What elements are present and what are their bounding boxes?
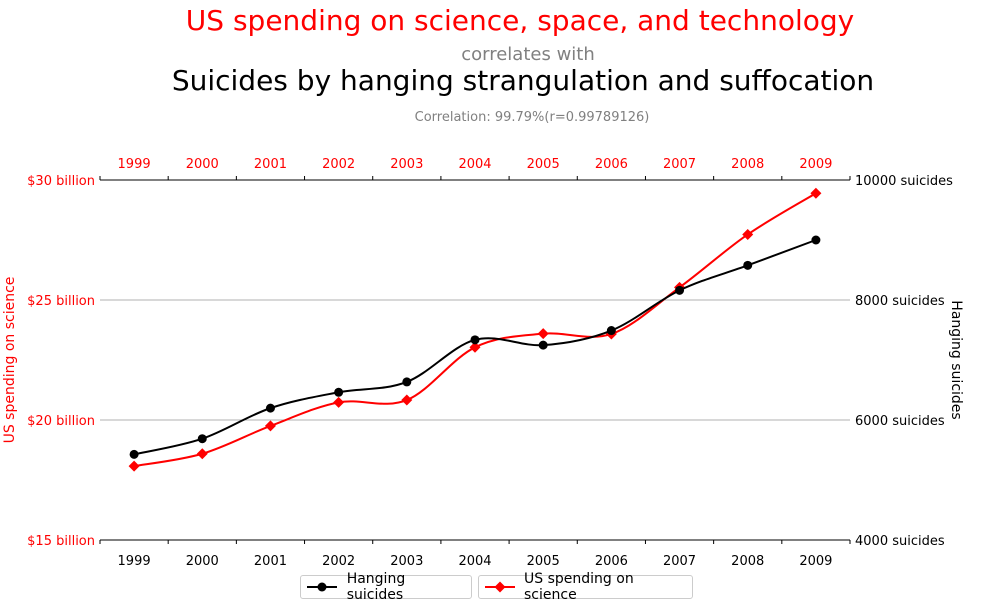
right-y-tick-label: 10000 suicides xyxy=(855,174,953,189)
x-tick-label-bottom: 2006 xyxy=(595,554,628,569)
data-point-us-spending-on-science xyxy=(742,228,754,240)
legend-label: US spending on science xyxy=(524,571,634,603)
x-tick-label-top: 2002 xyxy=(322,157,355,172)
data-point-us-spending-on-science xyxy=(196,448,208,460)
x-tick-label-top: 2003 xyxy=(390,157,423,172)
x-tick-label-top: 2008 xyxy=(731,157,764,172)
data-point-hanging-suicides xyxy=(606,326,616,336)
x-tick-label-top: 2004 xyxy=(458,157,491,172)
x-tick-label-bottom: 2002 xyxy=(322,554,355,569)
x-tick-label-top: 2001 xyxy=(254,157,287,172)
right-y-tick-label: 8000 suicides xyxy=(855,294,945,309)
data-point-hanging-suicides xyxy=(129,449,139,459)
data-point-hanging-suicides xyxy=(265,403,275,413)
x-tick-label-bottom: 1999 xyxy=(118,554,151,569)
correlation-text: Correlation: 99.79%(r=0.99789126) xyxy=(415,110,650,125)
right-y-tick-label: 4000 suicides xyxy=(855,534,945,549)
data-point-hanging-suicides xyxy=(470,335,480,345)
data-point-hanging-suicides xyxy=(811,235,821,245)
right-axis-label: Hanging suicides xyxy=(948,300,964,419)
legend-item-hanging-suicides: Hanging suicides xyxy=(300,571,472,603)
data-point-hanging-suicides xyxy=(334,387,344,397)
series-line-us-spending-on-science xyxy=(133,192,817,468)
chart-title-secondary: Suicides by hanging strangulation and su… xyxy=(172,64,874,97)
left-y-tick-label: $25 billion xyxy=(27,294,95,309)
data-point-hanging-suicides xyxy=(538,340,548,350)
x-tick-label-bottom: 2003 xyxy=(390,554,423,569)
x-tick-label-top: 2007 xyxy=(663,157,696,172)
axes: 1999 1999 2000 2000 2001 2001 2002 2002 2003 2003… xyxy=(27,157,953,569)
left-y-tick-label: $15 billion xyxy=(27,534,95,549)
right-y-tick-label: 6000 suicides xyxy=(855,414,945,429)
x-tick-label-bottom: 2009 xyxy=(799,554,832,569)
data-point-us-spending-on-science xyxy=(537,328,549,340)
data-point-hanging-suicides xyxy=(675,285,685,295)
x-tick-label-top: 2000 xyxy=(186,157,219,172)
data-point-us-spending-on-science xyxy=(401,394,413,406)
x-tick-label-bottom: 2001 xyxy=(254,554,287,569)
x-tick-label-bottom: 2004 xyxy=(458,554,491,569)
left-y-tick-label: $30 billion xyxy=(27,174,95,189)
legend-label: Hanging suicides xyxy=(346,571,406,603)
x-tick-label-top: 2009 xyxy=(799,157,832,172)
legend-marker-diamond-icon xyxy=(485,581,515,593)
legend-marker-circle-icon xyxy=(307,582,337,592)
left-y-tick-label: $20 billion xyxy=(27,414,95,429)
x-tick-label-top: 2006 xyxy=(595,157,628,172)
x-tick-label-top: 1999 xyxy=(118,157,151,172)
data-point-us-spending-on-science xyxy=(810,187,822,199)
data-point-hanging-suicides xyxy=(197,434,207,444)
series-layer xyxy=(128,187,822,472)
left-axis-label: US spending on science xyxy=(2,277,18,444)
x-tick-label-bottom: 2005 xyxy=(527,554,560,569)
data-point-hanging-suicides xyxy=(402,377,412,387)
x-tick-label-bottom: 2008 xyxy=(731,554,764,569)
legend-item-us-spending-on-science: US spending on science xyxy=(478,571,693,603)
data-point-us-spending-on-science xyxy=(333,396,345,408)
grid-lines xyxy=(100,299,850,421)
data-point-us-spending-on-science xyxy=(128,460,140,472)
chart-subtitle: correlates with xyxy=(461,44,595,65)
x-tick-label-bottom: 2000 xyxy=(186,554,219,569)
data-point-us-spending-on-science xyxy=(264,420,276,432)
chart-title: US spending on science, space, and techn… xyxy=(186,4,854,37)
data-point-us-spending-on-science xyxy=(469,341,481,353)
data-point-hanging-suicides xyxy=(743,260,753,270)
x-tick-label-top: 2005 xyxy=(527,157,560,172)
x-tick-label-bottom: 2007 xyxy=(663,554,696,569)
